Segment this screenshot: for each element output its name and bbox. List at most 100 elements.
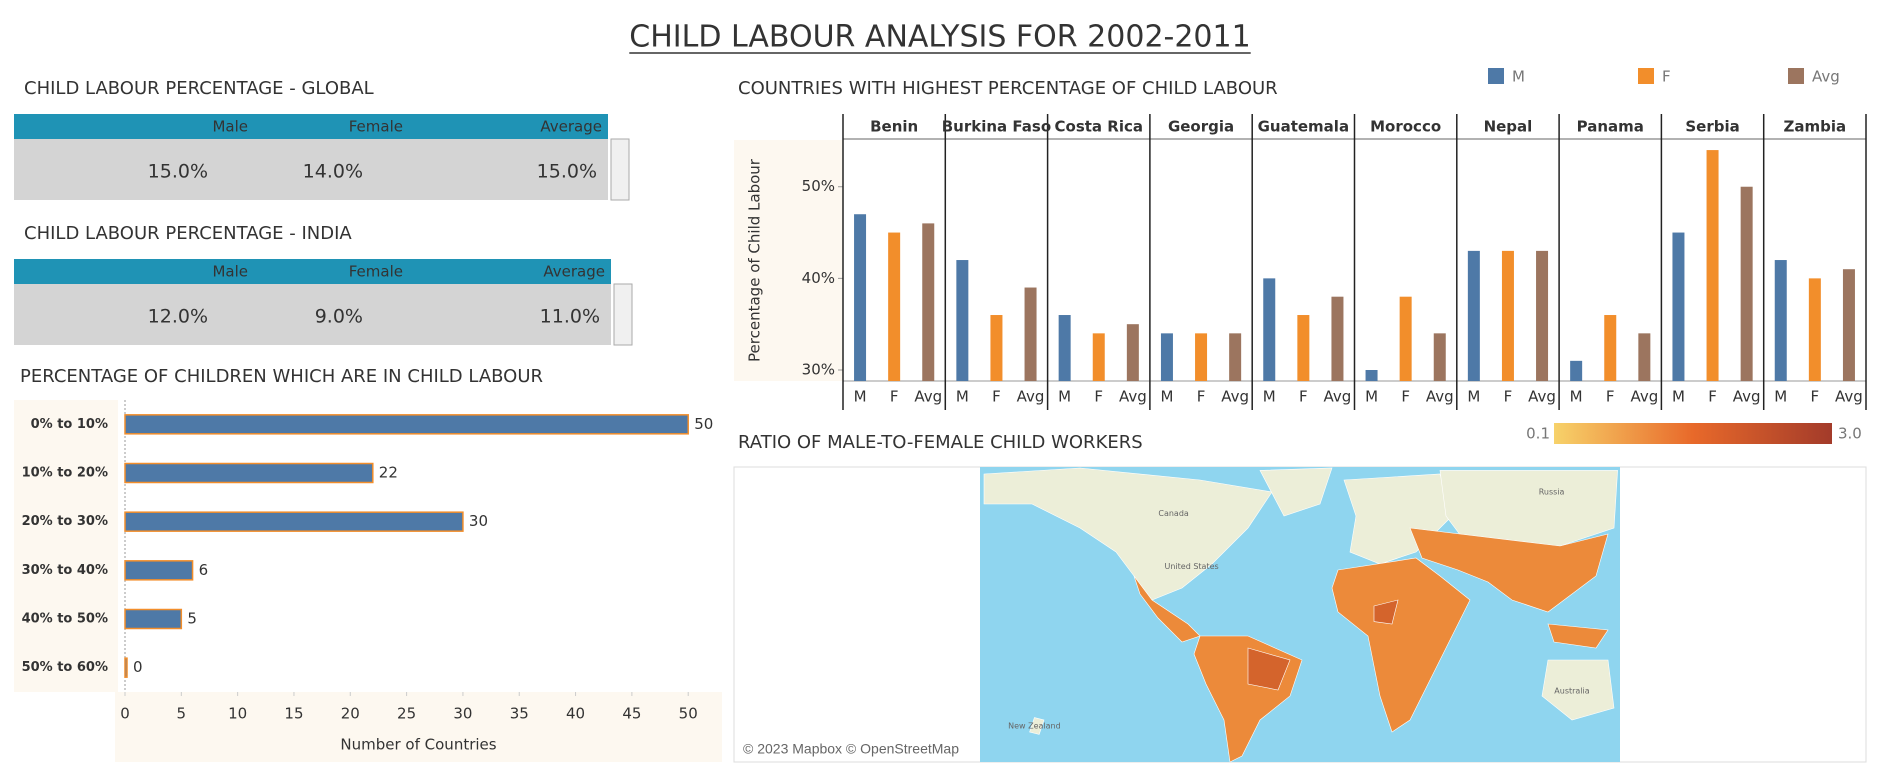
x-tick-label: 30 [453,705,472,723]
bar [1399,296,1412,381]
table-header-label: Average [543,263,605,281]
axis-bg [115,692,722,762]
bar [1263,278,1276,381]
sub-category-label: Avg [1630,388,1658,406]
bar [854,214,867,381]
dashboard-title: CHILD LABOUR ANALYSIS FOR 2002-2011 [629,20,1250,55]
y-tick-label: 40% [802,269,835,287]
sub-category-label: M [1774,388,1787,406]
land [1547,623,1609,649]
chart-title: PERCENTAGE OF CHILDREN WHICH ARE IN CHIL… [20,366,543,387]
category-label: 50% to 60% [22,660,108,675]
world-map [983,467,1618,762]
bar [1604,315,1617,381]
table-title: CHILD LABOUR PERCENTAGE - INDIA [24,223,352,244]
scrollbar [613,283,633,346]
bar [1740,186,1753,381]
x-tick-label: 10 [228,705,247,723]
bar [1024,287,1037,381]
facet-label: Costa Rica [1055,118,1143,136]
bar [1536,250,1549,381]
sub-category-label: M [1365,388,1378,406]
x-tick-label: 50 [679,705,698,723]
facet-label: Burkina Faso [942,118,1051,136]
sub-category-label: Avg [1324,388,1352,406]
chart-title: RATIO OF MALE-TO-FEMALE CHILD WORKERS [738,432,1143,453]
land [1331,557,1471,733]
y-axis-title: Percentage of Child Labour [746,158,764,362]
sub-category-label: M [1672,388,1685,406]
bar [1570,360,1583,381]
bar [1195,333,1208,381]
land [1373,599,1399,625]
table-header-label: Female [349,263,403,281]
color-scale [1554,423,1832,444]
place-label: United States [1165,562,1219,571]
table-cell: 14.0% [303,161,363,183]
sub-category-label: Avg [1426,388,1454,406]
bar [1365,370,1378,381]
bar [888,232,901,381]
table-cell: 12.0% [148,306,208,328]
x-tick-label: 40 [566,705,585,723]
category-label: 0% to 10% [31,417,108,432]
table-header [14,259,611,284]
bar [1092,333,1105,381]
table-title: CHILD LABOUR PERCENTAGE - GLOBAL [24,78,374,99]
table-header-label: Male [212,118,248,136]
bar [1501,250,1514,381]
x-axis-title: Number of Countries [340,736,496,754]
place-label: Australia [1554,687,1589,696]
bar [1808,278,1821,381]
sub-category-label: M [854,388,867,406]
place-label: Canada [1158,509,1189,518]
bar [124,560,194,581]
bar [124,657,128,678]
facet-label: Morocco [1370,118,1441,136]
bar [1160,333,1173,381]
land [1133,575,1201,643]
bar [1297,315,1310,381]
sub-category-label: F [1299,388,1308,406]
bar [1774,260,1787,381]
table-cell: 15.0% [537,161,597,183]
bar [124,608,183,630]
sub-category-label: F [1401,388,1410,406]
data-label: 6 [199,561,209,579]
legend-label: F [1662,68,1671,86]
chart-title: COUNTRIES WITH HIGHEST PERCENTAGE OF CHI… [738,78,1278,99]
sub-category-label: F [1094,388,1103,406]
axis-bg [734,140,843,381]
sub-category-label: M [1570,388,1583,406]
table-cell: 15.0% [148,161,208,183]
data-label: 0 [133,658,143,676]
land [1259,467,1333,517]
sub-category-label: Avg [1835,388,1863,406]
bar [1433,333,1446,381]
table-header-label: Female [349,118,403,136]
label-bg [14,400,118,692]
legend-label: Avg [1812,68,1840,86]
scrollbar [610,138,630,201]
bar [1672,232,1685,381]
sub-category-label: F [1606,388,1615,406]
data-label: 22 [379,464,398,482]
category-label: 20% to 30% [22,514,108,529]
bar [1331,296,1344,381]
data-label: 50 [694,415,713,433]
bar [956,260,969,381]
bar [1058,315,1071,381]
sub-category-label: F [890,388,899,406]
place-label: Russia [1539,488,1565,497]
legend-swatch [1488,68,1504,84]
bar [124,462,374,484]
table-header-label: Male [212,263,248,281]
sub-category-label: M [1058,388,1071,406]
x-tick-label: 15 [284,705,303,723]
table-header [14,114,608,139]
facet-label: Serbia [1685,118,1739,136]
table-body [14,284,611,345]
facet-label: Panama [1577,118,1644,136]
x-tick-label: 35 [510,705,529,723]
sub-category-label: M [956,388,969,406]
